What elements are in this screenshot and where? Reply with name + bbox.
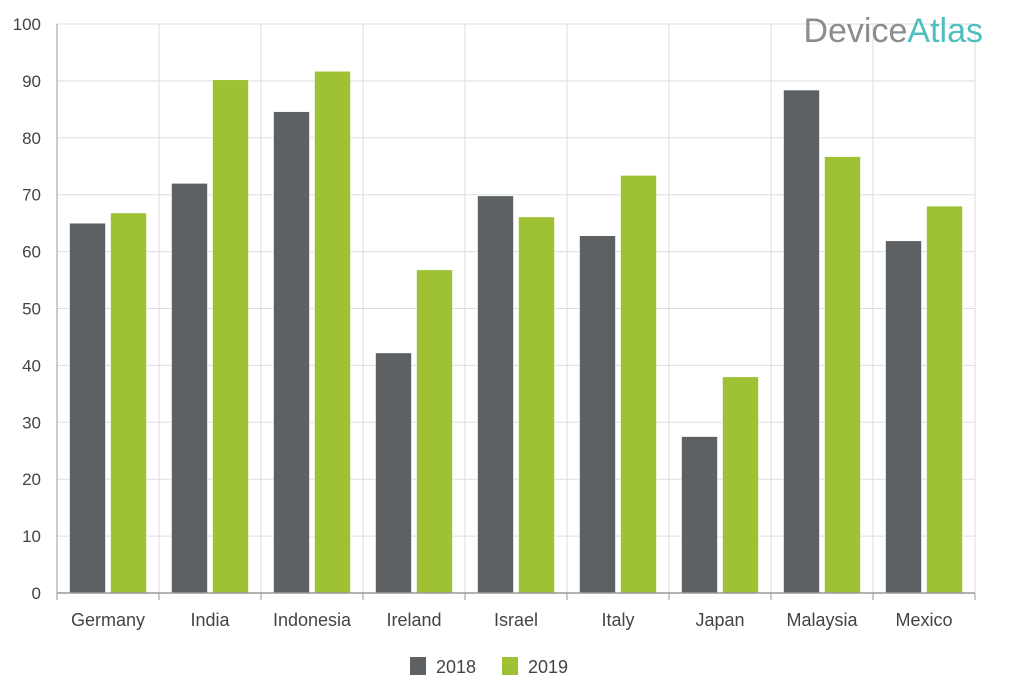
y-tick-label: 40 [22, 356, 41, 375]
x-tick-label: Indonesia [273, 610, 352, 630]
legend: 2018 2019 [410, 657, 568, 677]
legend-label-2019: 2019 [528, 657, 568, 677]
bar-2019-italy [620, 175, 657, 594]
logo-text-atlas: Atlas [907, 12, 983, 50]
y-tick-label: 60 [22, 243, 41, 262]
bars [69, 70, 963, 594]
bar-2019-israel [518, 216, 555, 594]
bar-2018-indonesia [273, 111, 310, 594]
bar-2018-italy [579, 235, 616, 594]
y-tick-label: 90 [22, 72, 41, 91]
x-tick-label: Malaysia [786, 610, 858, 630]
legend-swatch-2018 [410, 657, 426, 675]
bar-2019-ireland [416, 269, 453, 594]
y-tick-label: 50 [22, 300, 41, 319]
bar-2018-japan [681, 436, 718, 594]
y-tick-label: 80 [22, 129, 41, 148]
x-tick-label: Japan [695, 610, 744, 630]
y-tick-label: 20 [22, 470, 41, 489]
bar-2019-indonesia [314, 70, 351, 594]
bar-2019-malaysia [824, 156, 861, 594]
bar-2018-mexico [885, 240, 922, 594]
logo-text-device: Device [803, 12, 907, 50]
x-tick-label: Mexico [895, 610, 952, 630]
legend-swatch-2019 [502, 657, 518, 675]
bar-2019-india [212, 79, 249, 594]
bar-2018-germany [69, 222, 106, 594]
bar-2019-mexico [926, 205, 963, 594]
y-tick-label: 10 [22, 527, 41, 546]
logo-text: DeviceAtlas [803, 12, 983, 50]
bar-2018-ireland [375, 352, 412, 594]
x-tick-label: Israel [494, 610, 538, 630]
legend-label-2018: 2018 [436, 657, 476, 677]
x-tick-labels: Germany India Indonesia Ireland Israel Italy J… [71, 610, 953, 630]
x-tick-label: Ireland [386, 610, 441, 630]
axes [56, 24, 976, 600]
bar-2019-germany [110, 212, 147, 594]
devicealtas-logo: DeviceAtlas [803, 12, 983, 50]
bar-2018-israel [477, 195, 514, 594]
bar-2019-japan [722, 376, 759, 594]
x-tick-label: India [190, 610, 230, 630]
bar-2018-malaysia [783, 89, 820, 594]
x-tick-label: Italy [601, 610, 634, 630]
y-tick-label: 100 [13, 15, 41, 34]
y-tick-labels: 0 10 20 30 40 50 60 70 80 90 100 [13, 15, 41, 603]
y-tick-label: 70 [22, 186, 41, 205]
y-tick-label: 0 [32, 584, 41, 603]
bar-2018-india [171, 183, 208, 594]
x-tick-label: Germany [71, 610, 145, 630]
y-tick-label: 30 [22, 413, 41, 432]
